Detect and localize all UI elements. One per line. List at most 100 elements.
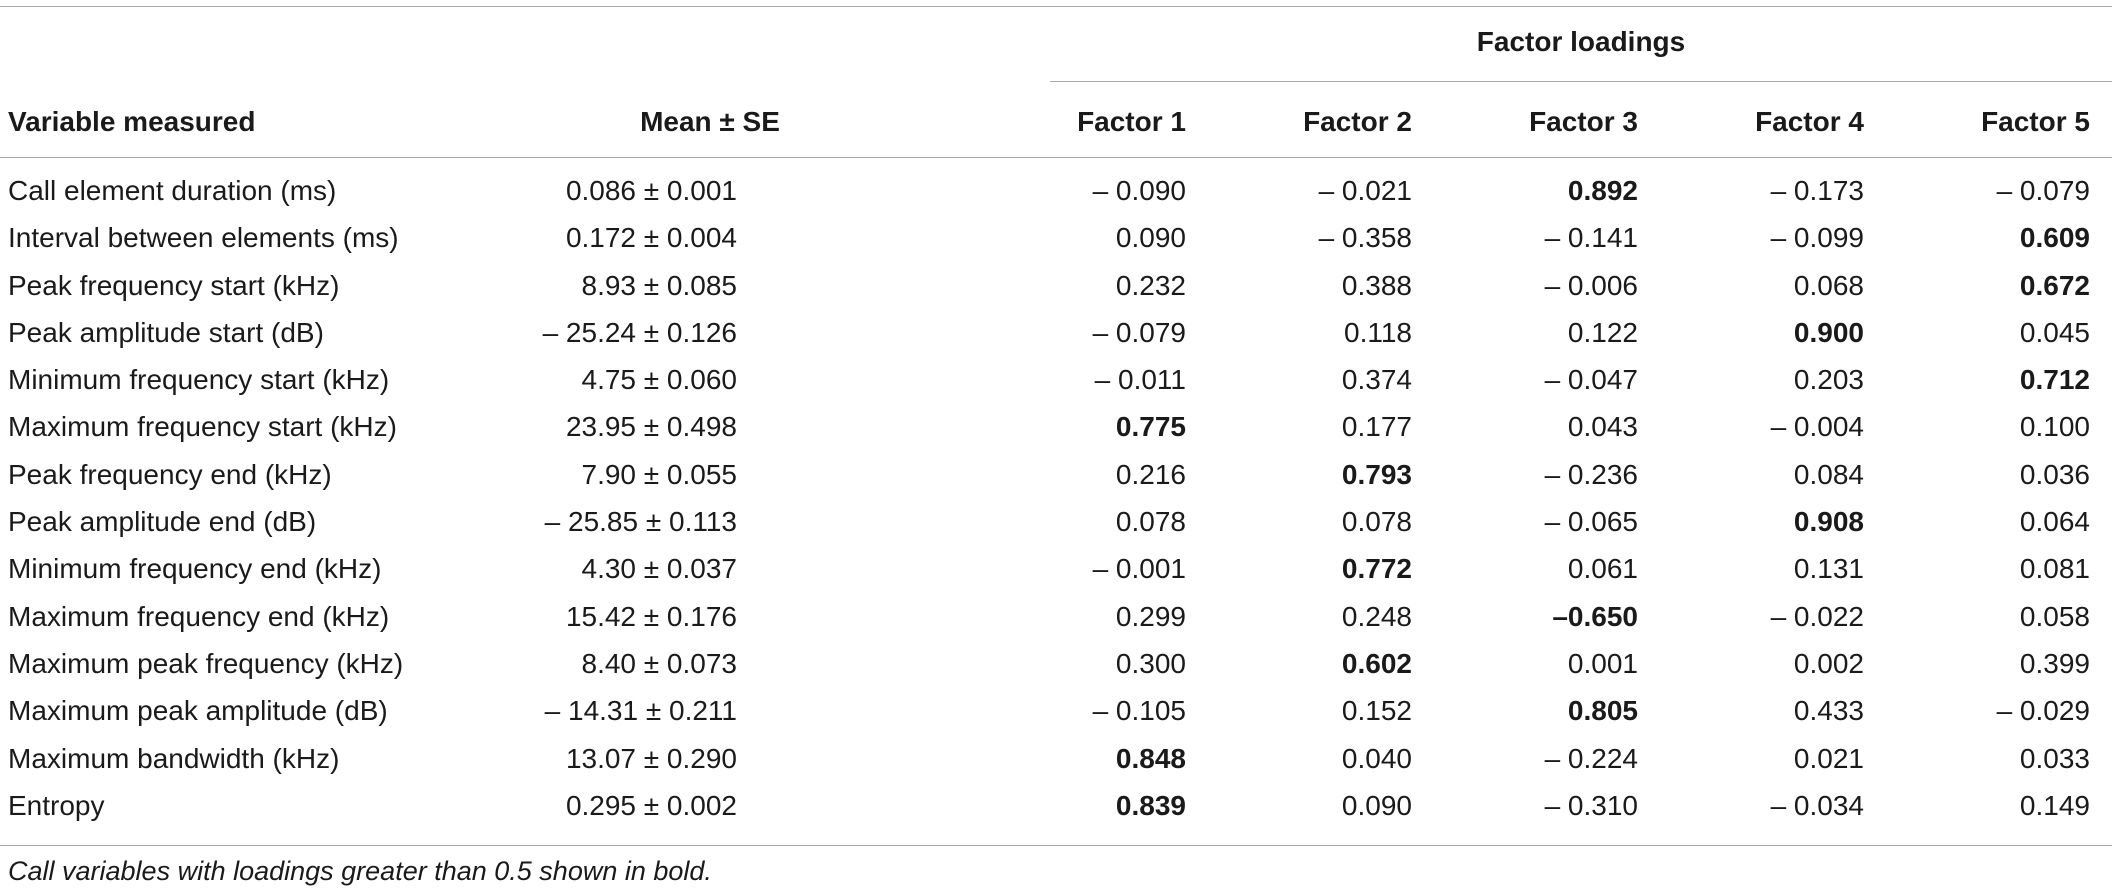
factor-5-loading-cell: – 0.079	[1996, 175, 2090, 206]
mean-se-cell: 23.95 ± 0.498	[565, 411, 737, 443]
variable-name-cell: Maximum peak frequency (kHz)	[8, 647, 404, 679]
table-row: Interval between elements (ms) 0.172 ± 0.…	[0, 218, 2118, 265]
table-row: Maximum frequency start (kHz) 23.95 ± 0.4…	[0, 407, 2118, 454]
factor-1-loading-cell: – 0.001	[1092, 553, 1186, 585]
table-row: Entropy 0.295 ± 0.002 0.839 0.090 – 0.310 – 0…	[0, 786, 2118, 833]
factor-5-loading-cell: 0.033	[2019, 742, 2090, 774]
table-top-rule	[0, 6, 2112, 7]
table-body: Call element duration (ms) 0.086 ± 0.001 –…	[0, 171, 2118, 833]
mean-se-cell: – 25.85 ± 0.113	[544, 506, 737, 538]
factor-2-loading-cell: – 0.358	[1318, 222, 1412, 254]
factor-1-loading-cell: 0.090	[1115, 222, 1186, 254]
factor-2-loading-cell: – 0.021	[1318, 175, 1412, 206]
mean-se-cell: 4.75 ± 0.060	[581, 364, 738, 396]
table-row: Call element duration (ms) 0.086 ± 0.001 –…	[0, 171, 2118, 218]
table-row: Peak frequency start (kHz) 8.93 ± 0.085 0.…	[0, 266, 2118, 313]
factor-3-loading-cell: 0.043	[1567, 411, 1638, 443]
variable-name-cell: Maximum frequency end (kHz)	[8, 600, 390, 632]
variable-name-cell: Interval between elements (ms)	[8, 222, 399, 254]
factor-5-loading-cell: 0.672	[2019, 269, 2090, 301]
factor-4-loading-cell: 0.002	[1793, 647, 1864, 679]
mean-se-cell: 4.30 ± 0.037	[581, 553, 738, 585]
table-row: Maximum peak amplitude (dB) – 14.31 ± 0.2…	[0, 691, 2118, 738]
variable-name-cell: Peak amplitude end (dB)	[8, 506, 317, 538]
factor-3-loading-cell: 0.061	[1567, 553, 1638, 585]
header-factor-3: Factor 3	[1529, 106, 1638, 137]
table-row: Maximum peak frequency (kHz) 8.40 ± 0.073…	[0, 644, 2118, 691]
header-factor-2: Factor 2	[1303, 106, 1412, 137]
factor-1-loading-cell: 0.232	[1115, 269, 1186, 301]
mean-se-cell: – 14.31 ± 0.211	[544, 695, 737, 727]
variable-name-cell: Maximum frequency start (kHz)	[8, 411, 397, 443]
factor-5-loading-cell: 0.100	[2019, 411, 2090, 443]
factor-1-loading-cell: 0.216	[1115, 458, 1186, 490]
mean-se-cell: 8.40 ± 0.073	[581, 647, 738, 679]
factor-4-loading-cell: 0.900	[1793, 316, 1864, 348]
factor-4-loading-cell: – 0.099	[1770, 222, 1864, 254]
variable-name-cell: Peak frequency start (kHz)	[8, 269, 340, 301]
factor-1-loading-cell: – 0.105	[1092, 695, 1186, 727]
factor-2-loading-cell: 0.118	[1344, 316, 1412, 348]
factor-1-loading-cell: – 0.090	[1092, 175, 1186, 206]
factor-2-loading-cell: 0.040	[1341, 742, 1412, 774]
factor-3-loading-cell: – 0.065	[1544, 506, 1638, 538]
factor-3-loading-cell: 0.122	[1567, 316, 1638, 348]
mean-se-cell: 0.086 ± 0.001	[565, 175, 737, 206]
header-mean-se: Mean ± SE	[640, 106, 780, 137]
factor-4-loading-cell: – 0.034	[1770, 789, 1864, 821]
header-factor-4: Factor 4	[1755, 106, 1864, 137]
factor-3-loading-cell: – 0.224	[1544, 742, 1638, 774]
factor-5-loading-cell: 0.609	[2019, 222, 2090, 254]
mean-se-cell: 15.42 ± 0.176	[565, 600, 737, 632]
factor-3-loading-cell: 0.001	[1567, 647, 1638, 679]
factor-4-loading-cell: 0.433	[1793, 695, 1864, 727]
factor-1-loading-cell: 0.848	[1115, 742, 1186, 774]
factor-2-loading-cell: 0.374	[1341, 364, 1412, 396]
factor-1-loading-cell: – 0.011	[1094, 364, 1186, 396]
factor-3-loading-cell: – 0.310	[1544, 789, 1638, 821]
factor-1-loading-cell: 0.078	[1115, 506, 1186, 538]
factor-5-loading-cell: 0.064	[2019, 506, 2090, 538]
table-bottom-rule	[0, 845, 2112, 846]
factor-3-loading-cell: – 0.236	[1544, 458, 1638, 490]
variable-name-cell: Minimum frequency start (kHz)	[8, 364, 390, 396]
factor-4-loading-cell: 0.131	[1793, 553, 1864, 585]
variable-name-cell: Maximum bandwidth (kHz)	[8, 742, 340, 774]
factor-5-loading-cell: 0.058	[2019, 600, 2090, 632]
header-bottom-rule	[0, 157, 2112, 158]
factor-5-loading-cell: 0.036	[2019, 458, 2090, 490]
factor-5-loading-cell: 0.712	[2019, 364, 2090, 396]
table-row: Maximum bandwidth (kHz) 13.07 ± 0.290 0.84…	[0, 739, 2118, 786]
factor-2-loading-cell: 0.090	[1341, 789, 1412, 821]
mean-se-cell: 13.07 ± 0.290	[565, 742, 737, 774]
factor-4-loading-cell: 0.203	[1793, 364, 1864, 396]
variable-name-cell: Call element duration (ms)	[8, 175, 337, 206]
factor-5-loading-cell: 0.045	[2019, 316, 2090, 348]
factor-4-loading-cell: 0.021	[1793, 742, 1864, 774]
table-footnote: Call variables with loadings greater tha…	[8, 856, 712, 886]
variable-name-cell: Peak frequency end (kHz)	[8, 458, 332, 490]
factor-2-loading-cell: 0.388	[1341, 269, 1412, 301]
mean-se-cell: 0.295 ± 0.002	[565, 789, 737, 821]
table-row: Peak frequency end (kHz) 7.90 ± 0.055 0.21…	[0, 455, 2118, 502]
factor-2-loading-cell: 0.772	[1341, 553, 1412, 585]
variable-name-cell: Entropy	[8, 789, 105, 821]
factor-1-loading-cell: 0.300	[1115, 647, 1186, 679]
factor-4-loading-cell: – 0.173	[1770, 175, 1864, 206]
variable-name-cell: Minimum frequency end (kHz)	[8, 553, 382, 585]
factor-5-loading-cell: 0.081	[2019, 553, 2090, 585]
factor-3-loading-cell: 0.805	[1567, 695, 1638, 727]
factor-3-loading-cell: 0.892	[1567, 175, 1638, 206]
factor-2-loading-cell: 0.793	[1341, 458, 1412, 490]
group-header-rule	[1050, 81, 2112, 82]
factor-3-loading-cell: – 0.141	[1544, 222, 1638, 254]
header-factor-5: Factor 5	[1981, 106, 2090, 137]
factor-1-loading-cell: 0.299	[1115, 600, 1186, 632]
factor-4-loading-cell: – 0.022	[1770, 600, 1864, 632]
factor-4-loading-cell: – 0.004	[1770, 411, 1864, 443]
factor-2-loading-cell: 0.248	[1341, 600, 1412, 632]
variable-name-cell: Maximum peak amplitude (dB)	[8, 695, 388, 727]
factor-5-loading-cell: – 0.029	[1996, 695, 2090, 727]
factor-4-loading-cell: 0.908	[1793, 506, 1864, 538]
factor-loadings-group-header: Factor loadings	[1476, 26, 1686, 57]
